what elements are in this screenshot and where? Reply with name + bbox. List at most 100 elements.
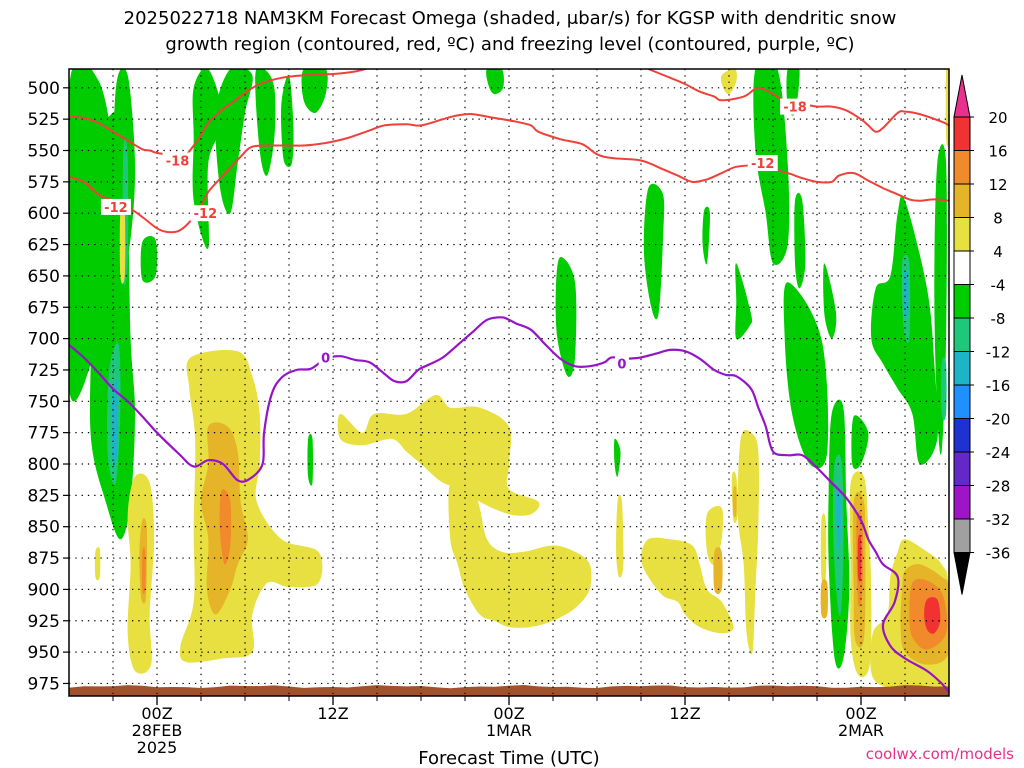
colorbar-bin bbox=[953, 485, 971, 520]
contour-label-bg bbox=[318, 349, 333, 366]
omega-region bbox=[555, 257, 577, 378]
omega-region bbox=[924, 597, 941, 634]
omega-region bbox=[280, 74, 294, 168]
colorbar-bin bbox=[953, 183, 971, 218]
contour-label: -12 bbox=[104, 201, 128, 216]
y-tick-label: 550 bbox=[28, 142, 60, 162]
colorbar-bin bbox=[953, 418, 971, 453]
colorbar-label: 8 bbox=[993, 210, 1003, 228]
y-tick-label: 750 bbox=[28, 392, 60, 412]
omega-region bbox=[945, 69, 949, 147]
contour-label: -12 bbox=[194, 207, 218, 222]
contour-label-bg bbox=[190, 205, 221, 222]
chart-title-line2: growth region (contoured, red, ºC) and f… bbox=[165, 34, 854, 55]
omega-region bbox=[941, 357, 947, 421]
y-tick-label: 775 bbox=[28, 424, 60, 444]
credit-text: coolwx.com/models bbox=[866, 745, 1014, 763]
y-tick-label: 850 bbox=[28, 518, 60, 538]
omega-region bbox=[713, 547, 723, 595]
y-tick-label: 875 bbox=[28, 549, 60, 569]
contour-label: -18 bbox=[166, 155, 190, 170]
y-tick-label: 975 bbox=[28, 674, 60, 694]
x-tick-label: 28FEB bbox=[132, 721, 183, 740]
omega-region bbox=[255, 69, 276, 176]
colorbar: 20 16 12 8 4 -4 -8 -12 -16 -20 -24 -28 -32 -36 bbox=[953, 74, 1011, 595]
omega-region bbox=[337, 394, 540, 516]
omega-region bbox=[733, 485, 737, 518]
contour-label-bg bbox=[780, 98, 810, 115]
y-tick-label: 600 bbox=[28, 204, 60, 224]
omega-region bbox=[616, 494, 624, 578]
x-tick-label: 00Z bbox=[845, 704, 876, 723]
omega-region bbox=[219, 489, 232, 565]
contour-label-bg bbox=[614, 355, 629, 372]
y-tick-label: 800 bbox=[28, 455, 60, 475]
y-tick-label: 500 bbox=[28, 79, 60, 99]
omega-region bbox=[902, 271, 909, 319]
y-tick-label: 675 bbox=[28, 298, 60, 318]
omega-region bbox=[794, 192, 806, 289]
omega-region bbox=[820, 579, 828, 619]
contour-label: 0 bbox=[321, 351, 330, 366]
x-tick-label: 12Z bbox=[669, 704, 700, 723]
colorbar-label: -20 bbox=[986, 411, 1011, 429]
colorbar-bin bbox=[953, 351, 971, 386]
dgz-contour-line bbox=[69, 69, 369, 158]
omega-region bbox=[486, 69, 504, 95]
chart-title-line1: 2025022718 NAM3KM Forecast Omega (shaded… bbox=[124, 8, 897, 29]
y-axis: 500 525 550 575 600 625 650 675 700 725 750 775 800 8… bbox=[28, 79, 69, 694]
omega-region bbox=[111, 377, 118, 466]
dgz-contour-line bbox=[647, 69, 949, 133]
omega-region bbox=[735, 263, 753, 340]
y-tick-label: 650 bbox=[28, 267, 60, 287]
colorbar-bin bbox=[953, 217, 971, 252]
x-tick-label: 2025 bbox=[137, 738, 178, 757]
colorbar-bin bbox=[953, 384, 971, 419]
omega-region bbox=[737, 429, 760, 655]
colorbar-label: -4 bbox=[991, 277, 1006, 295]
contour-label: -12 bbox=[751, 157, 775, 172]
contour-label-bg bbox=[747, 155, 778, 172]
omega-region bbox=[643, 183, 665, 320]
colorbar-label: -32 bbox=[986, 511, 1011, 529]
omega-region bbox=[448, 479, 592, 628]
omega-region bbox=[215, 69, 253, 215]
omega-region bbox=[835, 485, 841, 550]
x-tick-label: 1MAR bbox=[486, 721, 532, 740]
y-tick-label: 725 bbox=[28, 361, 60, 381]
y-tick-label: 575 bbox=[28, 173, 60, 193]
contour-label-bg bbox=[100, 198, 131, 215]
colorbar-arrow-bottom bbox=[953, 552, 971, 595]
colorbar-label: -24 bbox=[986, 444, 1011, 462]
omega-region bbox=[307, 433, 314, 486]
dgz-contours: -12 -18 -18 -12 -12 bbox=[69, 69, 949, 234]
omega-region bbox=[119, 203, 126, 284]
colorbar-bin bbox=[953, 250, 971, 285]
colorbar-label: 20 bbox=[988, 109, 1007, 127]
y-tick-label: 925 bbox=[28, 612, 60, 632]
y-tick-label: 900 bbox=[28, 580, 60, 600]
x-axis-label: Forecast Time (UTC) bbox=[418, 748, 599, 768]
omega-region bbox=[614, 438, 621, 477]
colorbar-bin bbox=[953, 317, 971, 352]
x-tick-label: 12Z bbox=[317, 704, 348, 723]
omega-region bbox=[301, 69, 328, 113]
colorbar-label: -16 bbox=[986, 377, 1011, 395]
colorbar-label: 16 bbox=[988, 143, 1007, 161]
contour-label: 0 bbox=[617, 358, 626, 373]
omega-region bbox=[823, 263, 837, 339]
omega-region bbox=[141, 547, 146, 595]
colorbar-label: 12 bbox=[988, 176, 1007, 194]
colorbar-label: -8 bbox=[991, 310, 1006, 328]
colorbar-bin bbox=[953, 150, 971, 185]
colorbar-bin bbox=[953, 518, 971, 553]
y-tick-label: 525 bbox=[28, 110, 60, 130]
omega-region bbox=[820, 513, 827, 584]
colorbar-label: -12 bbox=[986, 344, 1011, 362]
y-tick-label: 700 bbox=[28, 330, 60, 350]
colorbar-bin bbox=[953, 284, 971, 319]
x-tick-label: 00Z bbox=[493, 704, 524, 723]
colorbar-label: 4 bbox=[993, 243, 1003, 261]
